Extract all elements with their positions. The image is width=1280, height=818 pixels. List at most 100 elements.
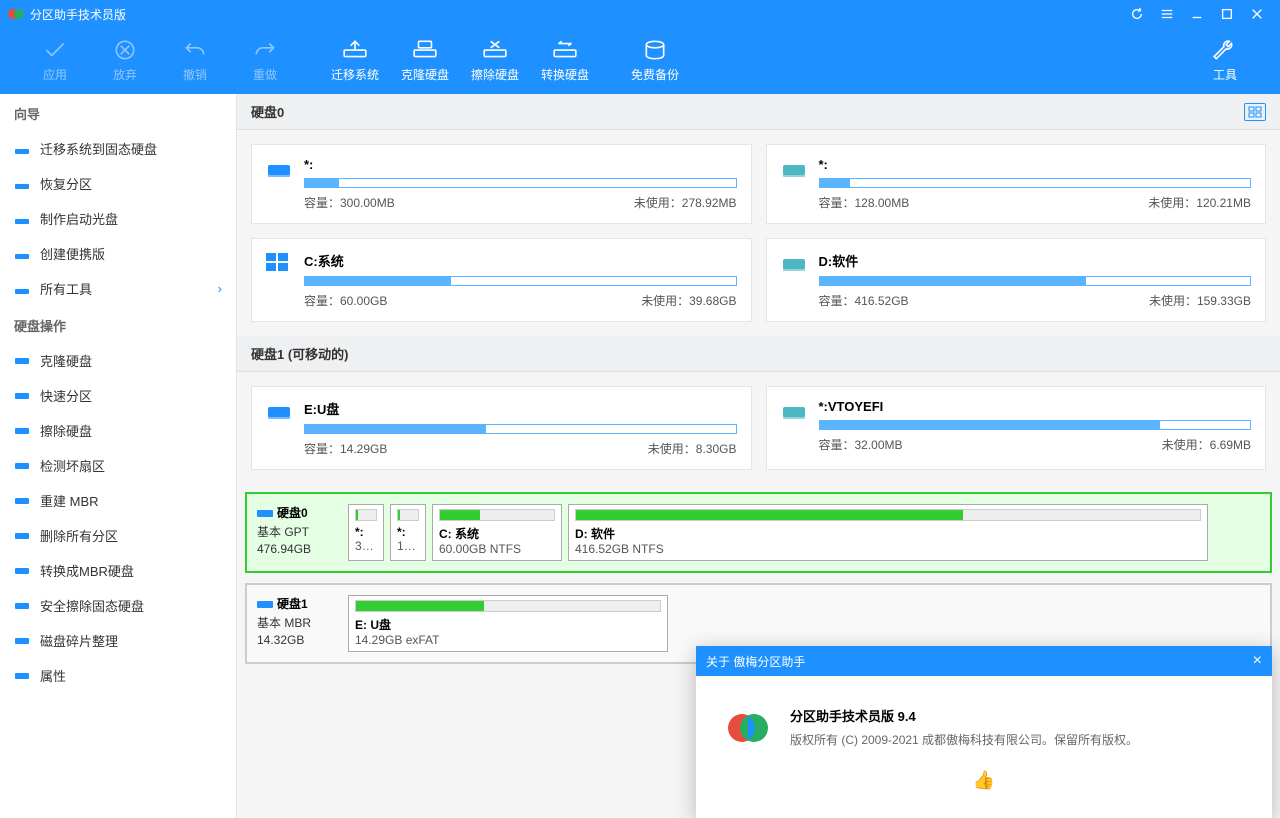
- apply-button[interactable]: 应用: [20, 39, 90, 83]
- diskop-item[interactable]: 重建 MBR: [0, 483, 236, 518]
- about-copyright: 版权所有 (C) 2009-2021 成都傲梅科技有限公司。保留所有版权。: [790, 731, 1138, 748]
- diskop-icon: [14, 563, 30, 579]
- disk-header: 硬盘0: [237, 94, 1280, 130]
- capacity-label: 容量：128.00MB: [819, 194, 910, 211]
- diskmap-partition[interactable]: E: U盘14.29GB exFAT: [348, 595, 668, 652]
- disk-icon: [781, 253, 807, 273]
- diskmap-partition[interactable]: *:30...: [348, 504, 384, 561]
- partition-name: *:VTOYEFI: [819, 399, 1252, 414]
- diskop-item[interactable]: 安全擦除固态硬盘: [0, 588, 236, 623]
- diskop-icon: [14, 388, 30, 404]
- wizard-icon: [14, 246, 30, 262]
- app-logo-icon: [8, 6, 24, 22]
- diskop-icon: [14, 493, 30, 509]
- partition-name: *:: [304, 157, 737, 172]
- unused-label: 未使用：39.68GB: [641, 292, 736, 309]
- diskop-icon: [14, 353, 30, 369]
- diskmap-row[interactable]: 硬盘0基本 GPT476.94GB*:30...*:12...C: 系统60.0…: [245, 492, 1272, 573]
- titlebar: 分区助手技术员版: [0, 0, 1280, 28]
- app-title: 分区助手技术员版: [30, 6, 126, 23]
- disk-icon: [266, 401, 292, 421]
- sidebar: 向导 迁移系统到固态硬盘恢复分区制作启动光盘创建便携版所有工具› 硬盘操作 克隆…: [0, 94, 237, 818]
- clone-button[interactable]: 克隆硬盘: [390, 39, 460, 83]
- wizard-item[interactable]: 所有工具›: [0, 271, 236, 306]
- maximize-button[interactable]: [1212, 0, 1242, 28]
- wizard-icon: [14, 281, 30, 297]
- about-close-button[interactable]: ×: [1253, 652, 1262, 670]
- partition-card[interactable]: *:VTOYEFI 容量：32.00MB 未使用：6.69MB: [766, 386, 1267, 470]
- usage-bar: [304, 424, 737, 434]
- capacity-label: 容量：416.52GB: [819, 292, 909, 309]
- disk-icon: [781, 401, 807, 421]
- capacity-label: 容量：60.00GB: [304, 292, 387, 309]
- backup-button[interactable]: 免费备份: [620, 39, 690, 83]
- wipe-button[interactable]: 擦除硬盘: [460, 39, 530, 83]
- wizard-item[interactable]: 制作启动光盘: [0, 201, 236, 236]
- about-titlebar: 关于 傲梅分区助手 ×: [696, 646, 1272, 676]
- disk-icon: [266, 159, 292, 179]
- unused-label: 未使用：278.92MB: [634, 194, 737, 211]
- wizard-item[interactable]: 迁移系统到固态硬盘: [0, 131, 236, 166]
- convert-button[interactable]: 转换硬盘: [530, 39, 600, 83]
- capacity-label: 容量：32.00MB: [819, 436, 903, 453]
- diskop-item[interactable]: 转换成MBR硬盘: [0, 553, 236, 588]
- toolbar: 应用 放弃 撤销 重做 迁移系统 克隆硬盘 擦除硬盘 转换硬盘 免费备份 工具: [0, 28, 1280, 94]
- diskop-item[interactable]: 磁盘碎片整理: [0, 623, 236, 658]
- view-toggle-button[interactable]: [1244, 103, 1266, 121]
- partition-name: C:系统: [304, 251, 737, 270]
- disk-icon: [781, 159, 807, 179]
- undo-button[interactable]: 撤销: [160, 39, 230, 83]
- usage-bar: [819, 276, 1252, 286]
- discard-button[interactable]: 放弃: [90, 39, 160, 83]
- redo-button[interactable]: 重做: [230, 39, 300, 83]
- tools-button[interactable]: 工具: [1190, 39, 1260, 83]
- diskmap-partition[interactable]: C: 系统60.00GB NTFS: [432, 504, 562, 561]
- capacity-label: 容量：300.00MB: [304, 194, 395, 211]
- diskmap-label: 硬盘1基本 MBR14.32GB: [257, 595, 342, 652]
- migrate-button[interactable]: 迁移系统: [320, 39, 390, 83]
- about-product: 分区助手技术员版 9.4: [790, 706, 1138, 725]
- usage-bar: [819, 420, 1252, 430]
- diskop-item[interactable]: 删除所有分区: [0, 518, 236, 553]
- partition-card[interactable]: D:软件容量：416.52GB未使用：159.33GB: [766, 238, 1267, 322]
- disk-icon: [257, 507, 273, 519]
- disk-header: 硬盘1 (可移动的): [237, 336, 1280, 372]
- partition-card[interactable]: C:系统容量：60.00GB 未使用：39.68GB: [251, 238, 752, 322]
- close-button[interactable]: [1242, 0, 1272, 28]
- minimize-button[interactable]: [1182, 0, 1212, 28]
- unused-label: 未使用：8.30GB: [648, 440, 737, 457]
- diskop-icon: [14, 458, 30, 474]
- diskop-item[interactable]: 擦除硬盘: [0, 413, 236, 448]
- usage-bar: [304, 178, 737, 188]
- partition-card[interactable]: *: 容量：300.00MB 未使用：278.92MB: [251, 144, 752, 224]
- disk-icon: [257, 598, 273, 610]
- about-title: 关于 傲梅分区助手: [706, 653, 805, 670]
- wizard-icon: [14, 176, 30, 192]
- partition-name: *:: [819, 157, 1252, 172]
- wizard-item[interactable]: 恢复分区: [0, 166, 236, 201]
- partition-card[interactable]: E:U盘容量：14.29GB 未使用：8.30GB: [251, 386, 752, 470]
- diskop-item[interactable]: 快速分区: [0, 378, 236, 413]
- menu-button[interactable]: [1152, 0, 1182, 28]
- unused-label: 未使用：6.69MB: [1162, 436, 1251, 453]
- wizard-item[interactable]: 创建便携版: [0, 236, 236, 271]
- partition-card[interactable]: *:容量：128.00MB未使用：120.21MB: [766, 144, 1267, 224]
- partition-name: E:U盘: [304, 399, 737, 418]
- wizard-icon: [14, 141, 30, 157]
- windows-disk-icon: [266, 253, 292, 273]
- diskmap-partition[interactable]: *:12...: [390, 504, 426, 561]
- diskop-icon: [14, 528, 30, 544]
- diskop-icon: [14, 423, 30, 439]
- diskop-icon: [14, 598, 30, 614]
- diskop-item[interactable]: 检测坏扇区: [0, 448, 236, 483]
- diskop-item[interactable]: 克隆硬盘: [0, 343, 236, 378]
- thumbs-up-icon[interactable]: 👍: [696, 770, 1272, 791]
- usage-bar: [304, 276, 737, 286]
- diskmap-partition[interactable]: D: 软件416.52GB NTFS: [568, 504, 1208, 561]
- diskop-icon: [14, 668, 30, 684]
- diskops-header: 硬盘操作: [0, 306, 236, 343]
- diskop-item[interactable]: 属性: [0, 658, 236, 693]
- refresh-button[interactable]: [1122, 0, 1152, 28]
- about-dialog: 关于 傲梅分区助手 × 分区助手技术员版 9.4 版权所有 (C) 2009-2…: [696, 646, 1272, 818]
- capacity-label: 容量：14.29GB: [304, 440, 387, 457]
